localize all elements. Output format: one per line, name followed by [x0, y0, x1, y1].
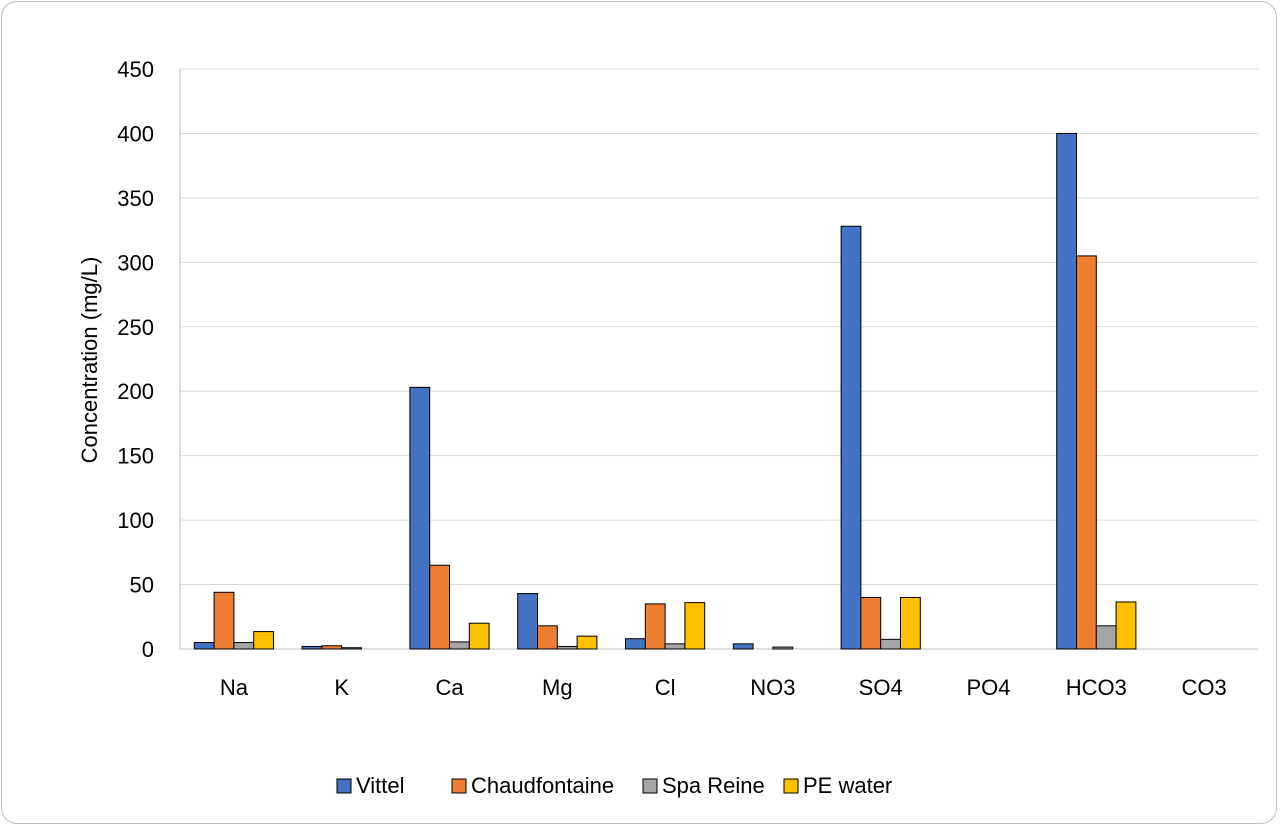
bar-chaudfontaine-so4 [860, 596, 882, 650]
bar-vittel-hco3 [1056, 132, 1077, 650]
bar-spa-reine-k [341, 647, 363, 650]
x-tick-label: CO3 [1181, 675, 1226, 700]
x-tick-label: Na [220, 675, 249, 700]
bar-chaudfontaine-ca [429, 564, 451, 650]
x-tick-label: Ca [435, 675, 464, 700]
bar-pe-water-cl [684, 602, 706, 650]
y-tick-labels: 0 50 100 150 200 250 300 350 400 450 [117, 57, 154, 662]
bar-pe-water-mg [576, 635, 598, 650]
bar-spa-reine-hco3 [1095, 625, 1117, 650]
y-tick-label: 300 [117, 250, 154, 275]
y-tick-label: 400 [117, 121, 154, 146]
bar-spa-reine-so4 [880, 638, 902, 650]
bar-spa-reine-no3 [772, 646, 794, 650]
y-tick-label: 200 [117, 379, 154, 404]
x-tick-label: SO4 [859, 675, 903, 700]
bar-vittel-na [193, 642, 215, 650]
y-tick-label: 350 [117, 186, 154, 211]
bar-vittel-cl [625, 638, 646, 650]
bar-vittel-ca [409, 386, 431, 650]
bar-chaudfontaine-hco3 [1076, 255, 1097, 650]
bar-chaudfontaine-na [213, 591, 235, 650]
y-axis-label: Concentration (mg/L) [77, 257, 102, 464]
y-tick-label: 50 [130, 573, 154, 598]
legend-label-pe-water: PE water [803, 773, 892, 798]
bar-pe-water-hco3 [1115, 601, 1137, 650]
bar-vittel-mg [517, 593, 539, 650]
bar-chaudfontaine-mg [537, 625, 558, 650]
bar-pe-water-na [253, 631, 274, 650]
x-tick-label: PO4 [966, 675, 1010, 700]
y-tick-label: 450 [117, 57, 154, 82]
bars [193, 132, 1137, 650]
bar-spa-reine-na [233, 642, 255, 650]
bar-chaudfontaine-k [321, 645, 343, 650]
legend-swatch-chaudfontaine [451, 778, 467, 794]
x-tick-label: NO3 [750, 675, 795, 700]
bar-vittel-no3 [732, 643, 754, 650]
x-tick-labels: Na K Ca Mg Cl NO3 SO4 PO4 HCO3 CO3 [220, 675, 1227, 700]
x-tick-label: HCO3 [1066, 675, 1127, 700]
bar-vittel-k [301, 645, 323, 650]
bar-spa-reine-mg [556, 645, 578, 650]
legend-label-vittel: Vittel [356, 773, 405, 798]
y-tick-label: 0 [142, 637, 154, 662]
y-tick-label: 150 [117, 444, 154, 469]
legend-swatch-pe-water [783, 778, 799, 794]
y-tick-label: 250 [117, 315, 154, 340]
legend: Vittel Chaudfontaine Spa Reine PE water [336, 773, 892, 798]
y-tick-label: 100 [117, 508, 154, 533]
bar-vittel-so4 [840, 225, 862, 650]
x-tick-label: K [334, 675, 349, 700]
x-tick-label: Mg [542, 675, 573, 700]
x-tick-label: Cl [655, 675, 676, 700]
bar-chaudfontaine-cl [644, 603, 666, 650]
bar-spa-reine-cl [664, 643, 686, 650]
legend-label-chaudfontaine: Chaudfontaine [471, 773, 614, 798]
bar-spa-reine-ca [449, 641, 470, 650]
legend-label-spa-reine: Spa Reine [662, 773, 765, 798]
bar-pe-water-ca [468, 622, 490, 650]
legend-swatch-spa-reine [642, 778, 658, 794]
gridlines [179, 68, 1258, 650]
legend-swatch-vittel [336, 778, 352, 794]
bar-pe-water-so4 [900, 596, 921, 650]
